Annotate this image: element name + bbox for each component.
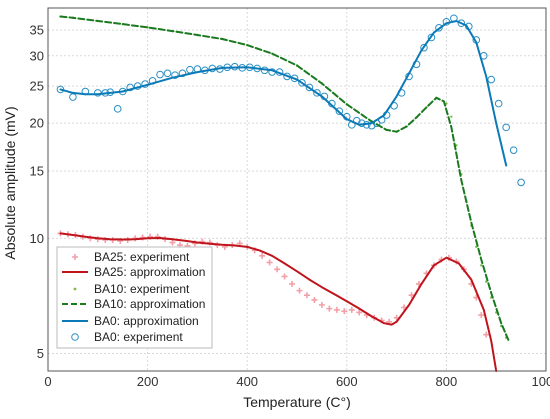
x-tick-label: 600 xyxy=(336,374,358,389)
data-point xyxy=(502,123,510,132)
legend-swatches xyxy=(62,254,88,341)
data-point xyxy=(296,287,303,294)
series-line xyxy=(59,20,508,167)
plot-frame xyxy=(47,7,547,372)
series-4 xyxy=(59,20,508,167)
legend-swatch-ba0-experiment xyxy=(71,333,79,341)
y-tick-label: 10 xyxy=(30,231,44,246)
data-point xyxy=(305,83,314,92)
data-point xyxy=(478,312,485,319)
legend-label-ba25-experiment: BA25: experiment xyxy=(94,250,190,264)
data-point xyxy=(274,266,281,273)
data-point xyxy=(259,252,266,259)
legend-box xyxy=(56,246,213,349)
series-line xyxy=(59,232,498,372)
y-tick-label: 25 xyxy=(30,79,44,94)
data-point xyxy=(326,305,333,312)
y-tick-labels: 5 10 15 20 25 30 35 xyxy=(30,23,44,361)
x-axis-label: Temperature (C°) xyxy=(243,394,351,410)
legend-label-ba25-approximation: BA25: approximation xyxy=(94,265,205,279)
data-point xyxy=(171,71,179,79)
legend-swatch-ba25-experiment xyxy=(72,254,78,260)
data-point xyxy=(341,308,348,315)
grid-lines xyxy=(48,8,546,371)
legend: BA25: experiment BA25: approximation BA1… xyxy=(56,246,213,349)
y-axis-label: Absolute amplitude (mV) xyxy=(2,106,18,259)
data-point xyxy=(289,280,296,287)
data-point xyxy=(487,75,496,84)
data-point xyxy=(408,292,415,299)
data-point xyxy=(266,259,273,266)
y-tick-label: 20 xyxy=(30,116,44,131)
data-point xyxy=(163,69,172,78)
data-point xyxy=(509,146,518,154)
data-point xyxy=(333,306,340,313)
series-layer xyxy=(56,14,525,372)
x-tick-label: 0 xyxy=(44,374,51,389)
data-point xyxy=(313,89,321,97)
x-tick-label: 400 xyxy=(236,374,258,389)
y-tick-label: 35 xyxy=(30,23,44,38)
data-point xyxy=(298,78,306,87)
data-point xyxy=(335,107,344,115)
legend-label-ba10-experiment: BA10: experiment xyxy=(94,282,190,296)
data-point xyxy=(318,301,325,308)
x-tick-label: 200 xyxy=(137,374,159,389)
data-point xyxy=(348,306,355,313)
y-tick-label: 15 xyxy=(30,163,44,178)
data-point xyxy=(450,115,453,118)
x-tick-labels: 0 200 400 600 800 1000 xyxy=(44,374,550,389)
data-point xyxy=(281,273,288,280)
y-tick-label: 30 xyxy=(30,48,44,63)
y-tick-label: 5 xyxy=(37,346,44,361)
data-point xyxy=(113,105,122,113)
data-point xyxy=(94,89,102,97)
plot-border xyxy=(47,7,547,372)
data-point xyxy=(480,264,483,267)
data-point xyxy=(356,309,363,316)
legend-swatch-ba10-experiment xyxy=(73,287,77,291)
legend-label-ba0-experiment: BA0: experiment xyxy=(94,330,183,344)
series-3 xyxy=(59,15,510,342)
legend-label-ba10-approximation: BA10: approximation xyxy=(94,297,205,311)
data-point xyxy=(420,43,428,52)
legend-label-ba0-approximation: BA0: approximation xyxy=(94,314,199,328)
x-tick-label: 1000 xyxy=(532,374,550,389)
data-point xyxy=(427,33,436,42)
data-point xyxy=(169,239,176,246)
series-line xyxy=(59,15,510,342)
data-point xyxy=(517,178,525,187)
data-point xyxy=(445,102,448,105)
data-point xyxy=(178,69,187,78)
series-1 xyxy=(59,232,498,372)
data-point xyxy=(494,99,503,108)
data-point xyxy=(435,24,443,32)
data-point xyxy=(303,292,310,299)
data-point xyxy=(311,296,318,303)
data-point xyxy=(457,19,466,28)
data-point xyxy=(483,331,490,338)
x-tick-label: 800 xyxy=(436,374,458,389)
data-point xyxy=(126,83,134,92)
data-point xyxy=(156,70,164,79)
